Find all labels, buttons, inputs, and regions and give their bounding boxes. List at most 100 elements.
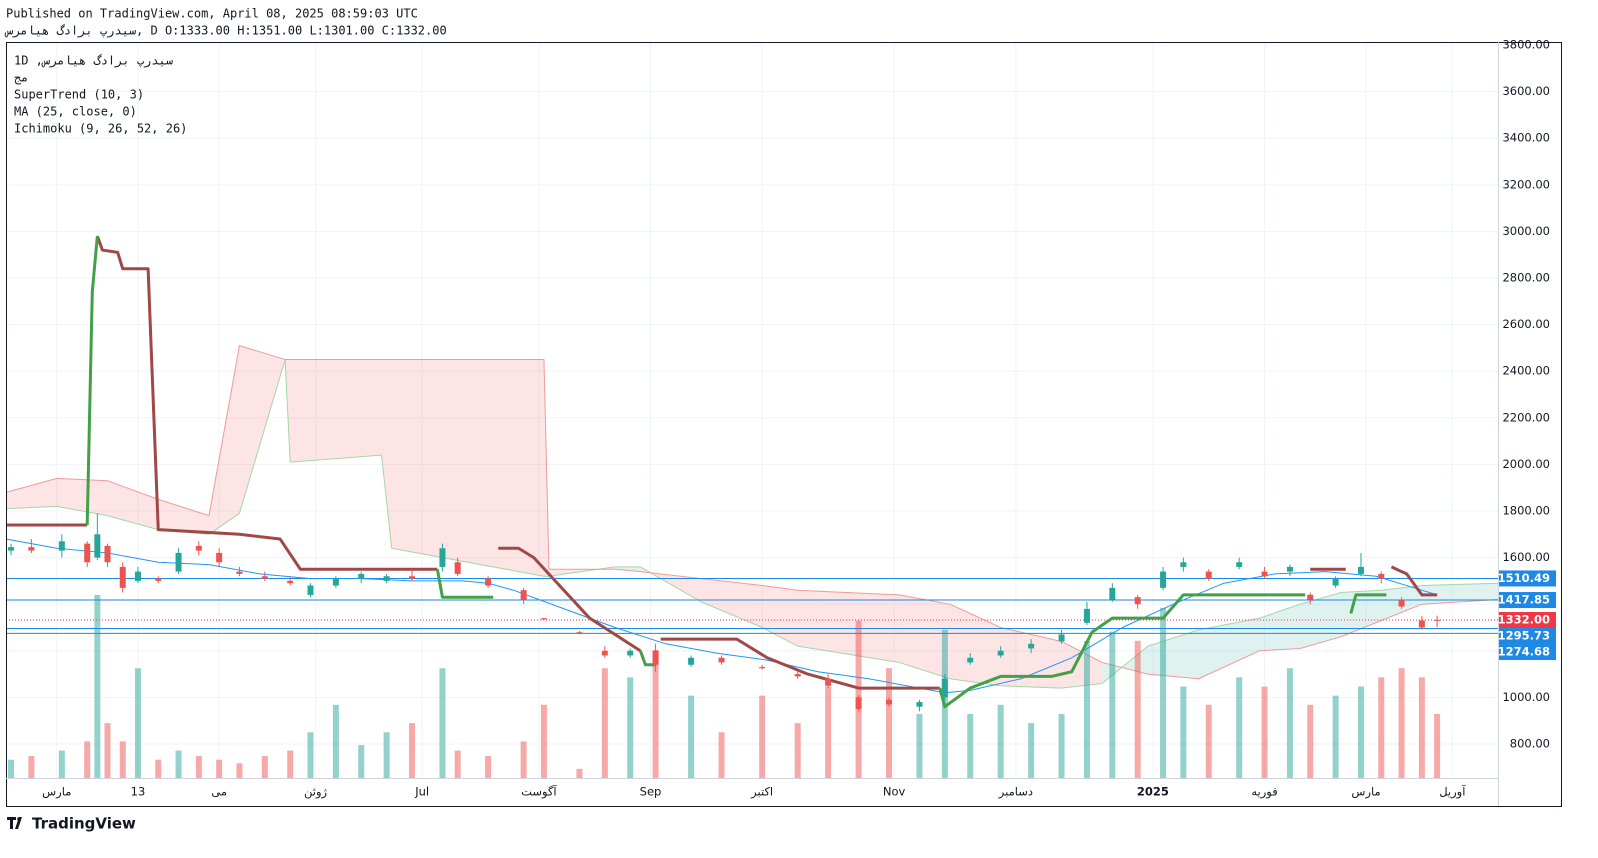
candle-body: [454, 562, 461, 574]
published-line: Published on TradingView.com, April 08, …: [6, 7, 418, 21]
volume-bar: [104, 723, 111, 778]
ichimoku-cloud: [701, 578, 763, 628]
y-tick-label: 3400.00: [1502, 131, 1550, 145]
price-label: 1274.68: [1498, 645, 1550, 659]
volume-bar: [718, 732, 725, 778]
x-tick-label: 13: [131, 785, 146, 799]
candle-body: [287, 580, 294, 584]
volume-bar: [1134, 640, 1141, 778]
volume-bar: [967, 713, 974, 778]
ichimoku-cloud: [56, 478, 108, 516]
y-tick-label: 2800.00: [1502, 271, 1550, 285]
candle-body: [759, 667, 766, 669]
y-tick-label: 3000.00: [1502, 224, 1550, 238]
legend-ma: MA (25, close, 0): [14, 105, 137, 119]
candle-body: [794, 674, 801, 677]
ichimoku-cloud: [6, 478, 57, 509]
ichimoku-cloud: [391, 359, 544, 577]
candle-body: [627, 650, 634, 656]
candle-body: [1083, 608, 1090, 623]
ichimoku-cloud: [899, 594, 950, 679]
data-layer: [5, 235, 1499, 778]
volume-bar: [175, 750, 182, 778]
candle-body: [332, 578, 339, 586]
candle-body: [825, 678, 832, 686]
candle-body: [1180, 562, 1187, 567]
volume-bar: [485, 756, 492, 778]
volume-bar: [1378, 677, 1385, 778]
ichimoku-cloud: [1000, 627, 1062, 689]
candle-body: [94, 534, 101, 558]
volume-bar: [688, 695, 695, 778]
y-tick-label: 1600.00: [1502, 550, 1550, 564]
chart-frame: [6, 42, 1562, 807]
candle-body: [1205, 571, 1212, 579]
volume-bar: [307, 732, 314, 778]
candle-body: [1357, 566, 1364, 574]
volume-bar: [1398, 668, 1405, 778]
candle-body: [688, 657, 695, 665]
supertrend-down: [6, 235, 1438, 690]
background-layer: [6, 42, 1498, 778]
volume-bar: [1028, 723, 1035, 778]
ichimoku-cloud: [1340, 590, 1382, 637]
x-tick-label: مارس: [42, 785, 71, 800]
candle-body: [916, 702, 923, 707]
price-label: 1510.49: [1498, 571, 1550, 585]
volume-bar: [134, 668, 141, 778]
volume-bar: [794, 723, 801, 778]
volume-bar: [627, 677, 634, 778]
candle-body: [485, 578, 492, 586]
candle-body: [886, 699, 893, 705]
volume-bar: [119, 741, 126, 778]
price-label: 1332.00: [1498, 613, 1550, 627]
ichimoku-cloud: [1061, 641, 1103, 689]
candle-body: [967, 657, 974, 663]
volume-bar: [1307, 704, 1314, 778]
candle-body: [84, 543, 91, 563]
volume-bar: [358, 745, 365, 778]
candle-body: [58, 541, 65, 551]
x-tick-label: آوریل: [1439, 785, 1466, 800]
x-tick-label: 2025: [1137, 785, 1169, 799]
x-tick-label: مارس: [1351, 785, 1380, 800]
y-tick-label: 2200.00: [1502, 410, 1550, 424]
x-tick-label: دسامبر: [998, 785, 1033, 800]
ichimoku-span-a: [5, 359, 1499, 689]
volume-bar: [1180, 686, 1187, 778]
ichimoku-cloud: [381, 359, 392, 549]
ohlc-line: سیدرپ برادگ هیامرس, D O:1333.00 H:1351.0…: [4, 23, 447, 39]
candle-body: [104, 545, 111, 563]
volume-bar: [236, 763, 243, 778]
candle-body: [8, 547, 15, 551]
candle-body: [1398, 599, 1405, 607]
candle-body: [601, 650, 608, 656]
ichimoku-cloud: [949, 604, 1001, 686]
ichimoku-cloud: [1198, 618, 1260, 679]
volume-bar: [916, 713, 923, 778]
volume-bar: [84, 741, 91, 778]
candle-body: [408, 576, 415, 579]
volume-bar: [1332, 695, 1339, 778]
candle-body: [358, 573, 365, 579]
price-label: 1295.73: [1498, 629, 1550, 643]
legend-exchange: مج: [14, 71, 28, 85]
y-tick-label: 1000.00: [1502, 690, 1550, 704]
volume-bar: [439, 668, 446, 778]
y-tick-label: 2400.00: [1502, 364, 1550, 378]
ichimoku-cloud: [290, 359, 382, 463]
volume-bar: [576, 768, 583, 778]
volume-bar: [1058, 713, 1065, 778]
y-tick-label: 3200.00: [1502, 177, 1550, 191]
volume-bar: [454, 750, 461, 778]
logo-dot: [17, 817, 21, 821]
candle-body: [652, 650, 659, 665]
candle-body: [134, 571, 141, 581]
candle-body: [1434, 619, 1441, 621]
x-tick-label: ژوئن: [304, 785, 328, 800]
price-label-box: [1499, 612, 1556, 629]
candle-body: [261, 576, 268, 579]
volume-bar: [195, 756, 202, 778]
